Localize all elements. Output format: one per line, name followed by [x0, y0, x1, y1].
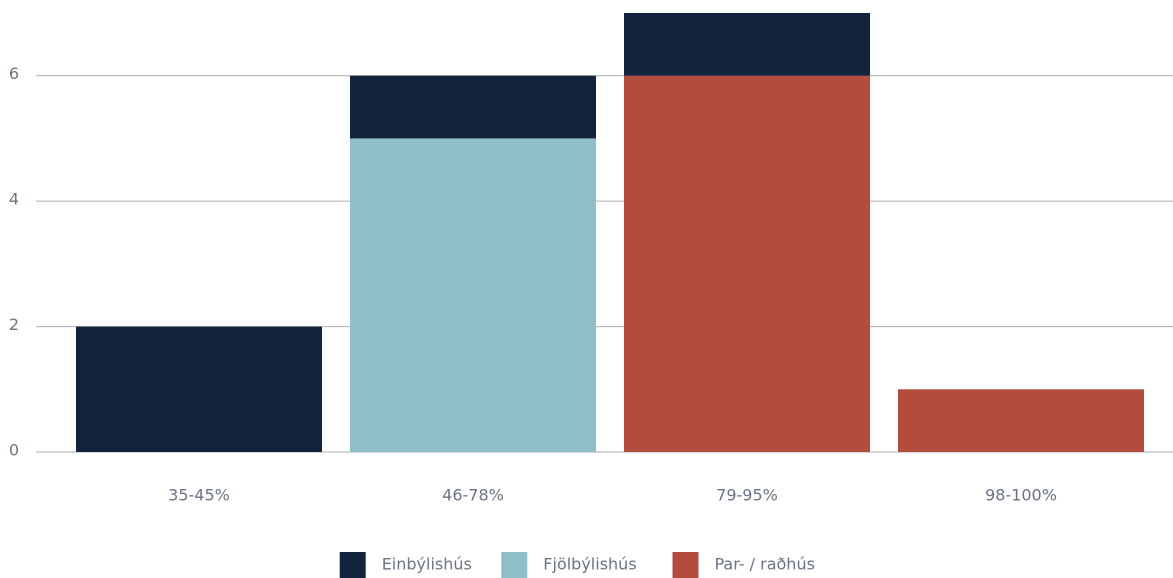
bar-segment	[898, 389, 1144, 452]
y-tick-label: 0	[9, 441, 19, 460]
bar-segment	[624, 13, 870, 76]
bar-segment	[624, 75, 870, 452]
y-tick-label: 2	[9, 315, 19, 334]
legend-swatch	[339, 552, 366, 578]
x-tick-label: 79-95%	[716, 486, 778, 505]
legend-swatch	[672, 552, 699, 578]
legend-label: Einbýlishús	[382, 555, 472, 574]
x-tick-label: 35-45%	[168, 486, 230, 505]
bar-segment	[350, 138, 596, 452]
legend-label: Fjölbýlishús	[543, 555, 636, 574]
x-tick-label: 98-100%	[985, 486, 1057, 505]
legend-label: Par- / raðhús	[715, 555, 815, 574]
x-tick-label: 46-78%	[442, 486, 504, 505]
y-tick-label: 6	[9, 64, 19, 83]
legend-swatch	[501, 552, 528, 578]
y-tick-label: 4	[9, 190, 19, 209]
bar-segment	[350, 75, 596, 139]
bar-segment	[76, 326, 322, 452]
